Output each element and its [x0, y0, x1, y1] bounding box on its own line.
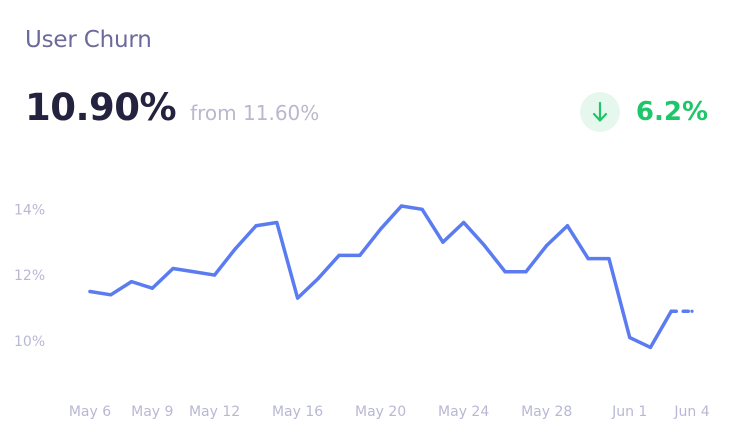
- data-point: [648, 345, 653, 349]
- data-point: [254, 224, 258, 228]
- x-tick-label: May 9: [131, 404, 173, 420]
- data-point: [358, 253, 362, 257]
- x-tick-label: May 12: [189, 404, 240, 420]
- data-point: [441, 240, 445, 244]
- data-point: [607, 257, 611, 261]
- y-axis-ticks: 14% 12% 10%: [14, 202, 45, 350]
- metric-row: 10.90% from 11.60%: [25, 86, 319, 129]
- x-tick-label: May 16: [272, 404, 323, 420]
- data-point: [171, 266, 175, 271]
- x-tick-label: May 6: [69, 404, 111, 420]
- data-point: [129, 280, 134, 284]
- data-point: [192, 270, 196, 274]
- arrow-down-icon: [579, 92, 620, 132]
- data-point: [669, 309, 673, 313]
- y-tick-label: 14%: [14, 202, 45, 218]
- data-point: [109, 293, 113, 297]
- x-tick-label: Jun 4: [673, 404, 709, 420]
- data-point: [379, 227, 383, 231]
- delta-value: 6.2%: [635, 97, 708, 127]
- data-point: [420, 207, 424, 211]
- data-point: [524, 270, 528, 274]
- data-point: [482, 243, 487, 248]
- data-point: [399, 204, 403, 208]
- x-tick-label: May 24: [438, 404, 489, 420]
- x-axis-ticks: May 6 May 9 May 12 May 16 May 20 May 24 May 28…: [69, 404, 710, 420]
- metric-previous: from 11.60%: [190, 101, 320, 125]
- x-tick-label: May 28: [521, 404, 572, 420]
- series-layer: [88, 204, 694, 350]
- y-tick-label: 12%: [14, 268, 45, 284]
- data-point: [462, 220, 466, 225]
- data-point: [316, 276, 320, 280]
- delta-badge: 6.2%: [579, 92, 708, 132]
- data-point: [337, 253, 341, 257]
- data-point: [628, 335, 632, 340]
- x-tick-label: May 20: [355, 404, 406, 420]
- data-point: [88, 289, 92, 294]
- data-point: [295, 296, 300, 300]
- data-point: [233, 247, 237, 251]
- data-point: [565, 224, 570, 228]
- card-title: User Churn: [25, 27, 152, 53]
- data-point: [275, 220, 279, 225]
- metric-value: 10.90%: [25, 86, 177, 129]
- data-point: [545, 243, 549, 248]
- series-line: [88, 204, 673, 350]
- data-point: [690, 309, 694, 313]
- data-point: [586, 257, 590, 261]
- y-tick-label: 10%: [14, 334, 45, 350]
- data-point: [503, 270, 507, 274]
- x-tick-label: Jun 1: [611, 404, 647, 420]
- data-point: [150, 286, 154, 290]
- data-point: [212, 273, 217, 277]
